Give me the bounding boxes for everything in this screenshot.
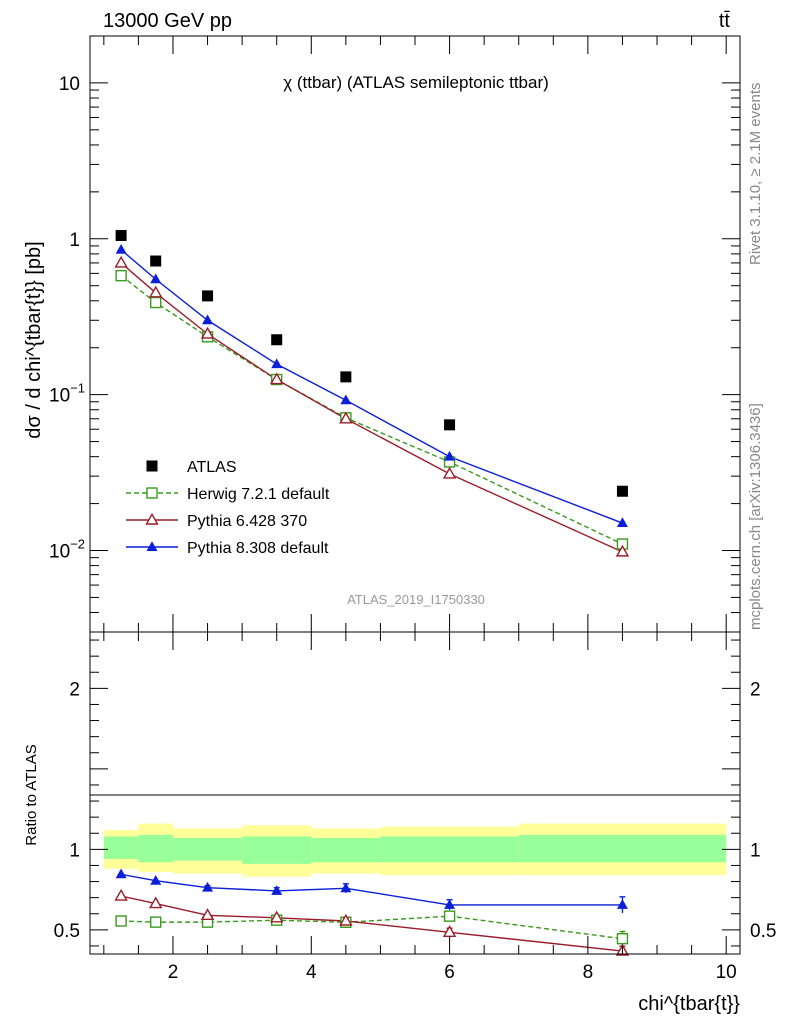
point-data <box>340 371 352 383</box>
point-pythia8 <box>340 394 352 405</box>
y-tick-label: 10−1 <box>49 381 85 407</box>
ratio-y-tick-label-left: 1 <box>69 840 80 861</box>
rivet-version-label: Rivet 3.1.10, ≥ 2.1M events <box>747 83 764 266</box>
point-data <box>150 255 162 267</box>
x-tick-label: 2 <box>168 962 179 983</box>
legend-marker-herwig <box>146 487 158 499</box>
ratio-point-pythia6 <box>148 896 163 909</box>
legend-marker-pythia8 <box>146 541 158 551</box>
y-tick-label: 10 <box>59 74 80 95</box>
point-pythia8 <box>115 244 127 254</box>
series-line-herwig <box>120 275 623 545</box>
point-pythia8 <box>202 314 214 325</box>
legend-label-pythia8: Pythia 8.308 default <box>187 540 329 557</box>
ratio-axis-ticks: 0.5 0.5 1 1 2 2 2 4 6 8 10 <box>54 632 776 983</box>
point-pythia8 <box>271 358 283 369</box>
ratio-point-pythia8 <box>444 899 456 909</box>
ratio-line-pythia8 <box>120 873 623 906</box>
ratio-y-tick-label-left: 2 <box>69 679 80 700</box>
ratio-point-herwig <box>149 916 162 928</box>
point-data <box>616 485 628 497</box>
legend-marker-data <box>146 460 158 472</box>
mcplots-label: mcplots.cern.ch [arXiv:1306.3436] <box>747 403 764 630</box>
ratio-y-tick-label-left: 0.5 <box>54 921 80 942</box>
legend-label-data: ATLAS <box>187 459 237 476</box>
point-pythia6 <box>339 411 353 424</box>
ratio-line-herwig <box>121 915 623 940</box>
ratio-point-pythia8 <box>202 881 214 892</box>
main-series-markers <box>114 229 630 557</box>
ratio-point-herwig <box>115 915 127 927</box>
x-axis-label: chi^{tbar{t}} <box>638 993 740 1015</box>
legend-marker-pythia6 <box>145 512 159 525</box>
ratio-point-herwig <box>443 910 456 922</box>
point-pythia8 <box>616 517 628 528</box>
point-herwig <box>149 296 162 309</box>
band-inner <box>138 834 173 863</box>
ratio-point-pythia8 <box>616 899 628 909</box>
process-label: tt̄ <box>719 10 731 32</box>
ratio-point-pythia6 <box>200 908 215 921</box>
band-inner <box>242 836 312 864</box>
ratio-y-tick-label-right: 0.5 <box>750 921 776 942</box>
ratio-y-tick-label-right: 1 <box>750 840 761 861</box>
ratio-point-pythia6 <box>114 888 128 901</box>
ratio-y-tick-label-right: 2 <box>750 679 761 700</box>
ratio-point-pythia6 <box>270 910 284 923</box>
legend-label-pythia6: Pythia 6.428 370 <box>187 513 307 530</box>
band-inner <box>311 838 381 863</box>
ratio-point-pythia8 <box>271 885 283 895</box>
main-panel: 10−2 10−1 1 10 χ (ttbar) (ATLAS semileptoni… <box>23 35 741 633</box>
x-tick-label: 10 <box>716 962 737 983</box>
point-pythia8 <box>150 273 162 284</box>
band-inner <box>172 838 243 861</box>
band-inner <box>380 836 519 863</box>
ratio-panel: 0.5 0.5 1 1 2 2 2 4 6 8 10 Ratio to ATLAS chi^{tba… <box>23 631 776 1015</box>
ratio-point-pythia6 <box>339 913 353 926</box>
ratio-uncertainty-bands <box>103 823 727 877</box>
ratio-series-lines <box>120 873 623 952</box>
chart-title: χ (ttbar) (ATLAS semileptonic ttbar) <box>283 73 549 92</box>
main-y-axis-label: dσ / d chi^{tbar{t}} [pb] <box>23 241 45 438</box>
legend-label-herwig: Herwig 7.2.1 default <box>187 486 330 503</box>
x-tick-label: 6 <box>444 962 455 983</box>
analysis-label: ATLAS_2019_I1750330 <box>347 592 485 607</box>
ratio-point-pythia8 <box>340 882 352 893</box>
energy-label: 13000 GeV pp <box>103 10 232 32</box>
point-data <box>444 419 456 431</box>
legend: ATLAS Herwig 7.2.1 default Pythia 6.428 37… <box>126 459 330 557</box>
y-tick-label: 1 <box>69 230 80 251</box>
point-pythia6 <box>270 372 284 385</box>
point-pythia6 <box>442 466 457 479</box>
ratio-series-markers <box>114 868 630 956</box>
series-line-pythia6 <box>120 262 623 553</box>
point-pythia8 <box>444 450 456 461</box>
point-pythia6 <box>200 326 215 339</box>
point-pythia6 <box>148 285 163 298</box>
point-pythia6 <box>114 255 128 268</box>
ratio-frame <box>89 631 741 955</box>
ratio-point-pythia8 <box>150 874 162 885</box>
x-tick-label: 4 <box>306 962 317 983</box>
ratio-y-axis-label: Ratio to ATLAS <box>23 744 40 845</box>
point-data <box>271 334 283 346</box>
point-herwig <box>115 269 127 282</box>
x-tick-label: 8 <box>583 962 594 983</box>
band-inner <box>518 834 727 863</box>
ratio-point-pythia8 <box>115 868 127 879</box>
y-tick-label: 10−2 <box>49 537 85 563</box>
main-series-lines <box>120 249 623 553</box>
point-data <box>115 229 127 241</box>
ratio-point-herwig <box>616 933 629 945</box>
point-data <box>202 290 214 302</box>
point-pythia6 <box>615 544 630 557</box>
band-inner <box>103 836 139 860</box>
series-line-pythia8 <box>120 249 623 524</box>
main-axis-ticks: 10−2 10−1 1 10 <box>49 35 740 633</box>
